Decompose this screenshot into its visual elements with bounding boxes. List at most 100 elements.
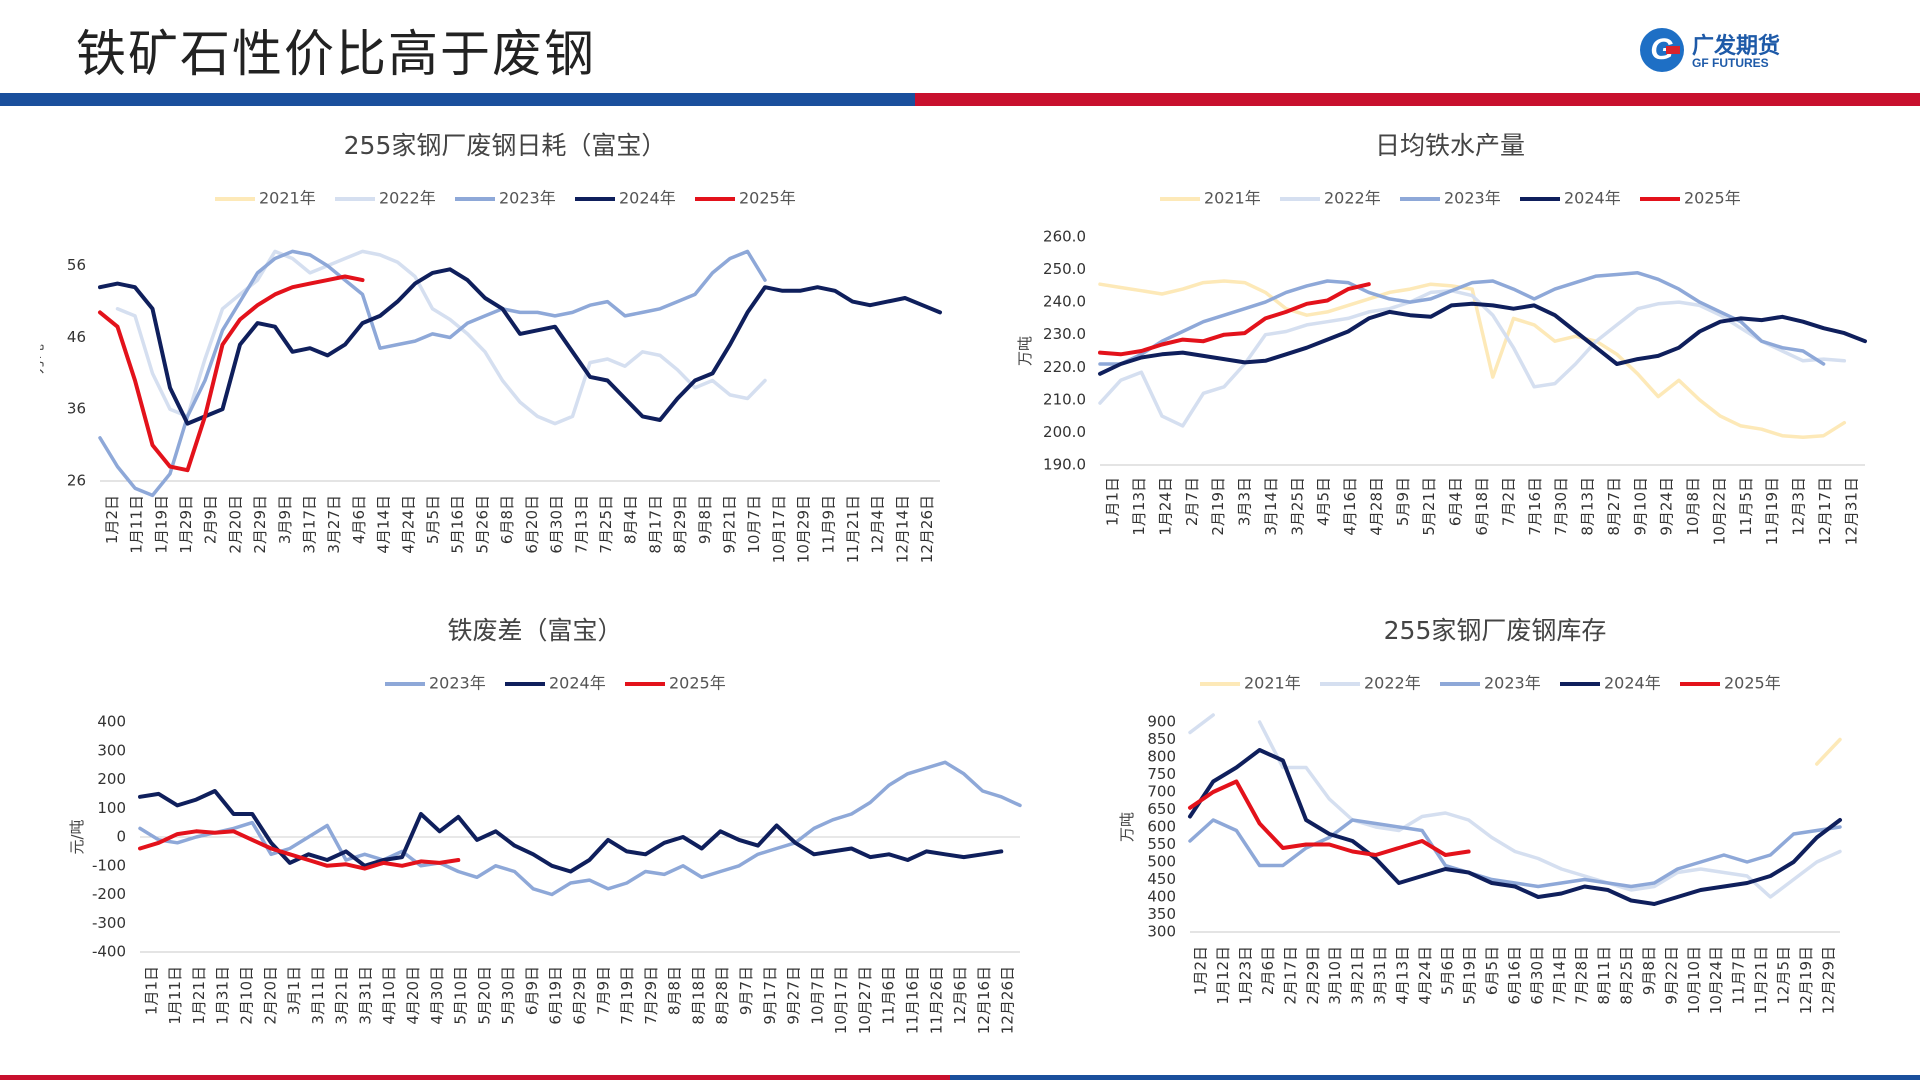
legend-item: 2022年 — [335, 189, 436, 208]
y-tick-label: 400 — [97, 713, 126, 731]
x-tick-label: 8月13日 — [1579, 477, 1597, 536]
x-tick-label: 7月30日 — [1552, 477, 1570, 536]
series-line — [138, 789, 1004, 874]
x-tick-label: 12月26日 — [999, 966, 1017, 1034]
legend-item: 2023年 — [455, 189, 556, 208]
y-tick-label: 100 — [97, 799, 126, 817]
x-tick-label: 12月26日 — [918, 495, 936, 563]
x-tick-label: 5月30日 — [499, 966, 517, 1025]
x-tick-label: 7月13日 — [572, 495, 590, 554]
y-tick-label: 650 — [1147, 800, 1176, 818]
x-tick-label: 3月14日 — [1262, 477, 1280, 536]
x-tick-label: 6月16日 — [1506, 946, 1524, 1005]
x-tick-label: 10月10日 — [1685, 946, 1703, 1014]
x-tick-label: 5月26日 — [473, 495, 491, 554]
y-tick-label: 450 — [1147, 870, 1176, 888]
x-tick-label: 5月6日 — [1438, 946, 1456, 995]
x-tick-label: 6月9日 — [523, 966, 541, 1015]
x-tick-label: 1月31日 — [214, 966, 232, 1025]
page-title: 铁矿石性价比高于废钢 — [76, 25, 596, 83]
x-tick-label: 5月16日 — [449, 495, 467, 554]
x-tick-label: 12月5日 — [1774, 946, 1792, 1005]
x-tick-label: 4月13日 — [1393, 946, 1411, 1005]
x-tick-label: 7月16日 — [1526, 477, 1544, 536]
x-tick-label: 3月31日 — [1371, 946, 1389, 1005]
x-tick-label: 3月1日 — [285, 966, 303, 1015]
legend-label: 2023年 — [429, 674, 486, 693]
x-tick-label: 11月21日 — [844, 495, 862, 563]
legend-item: 2024年 — [505, 674, 606, 693]
x-tick-label: 9月8日 — [1640, 946, 1658, 995]
x-tick-label: 1月1日 — [1104, 477, 1122, 526]
chart-svg: 日均铁水产量 2021年 2022年 2023年 2024年 2025年 190.0 200.… — [1016, 131, 1867, 545]
x-tick-label: 1月11日 — [128, 495, 146, 554]
x-tick-label: 12月4日 — [869, 495, 887, 554]
y-tick-label: -200 — [92, 885, 126, 903]
series-line — [138, 829, 461, 871]
x-tick-label: 10月27日 — [856, 966, 874, 1034]
scrap-inventory-chart: 255家钢厂废钢库存 2021年 2022年 2023年 2024年 2025年 300 35… — [1100, 610, 1890, 1050]
legend-item: 2022年 — [1280, 189, 1381, 208]
y-tick-label: 0 — [116, 828, 126, 846]
series-line — [98, 274, 365, 473]
legend-label: 2024年 — [1564, 189, 1621, 208]
chart-title: 255家钢厂废钢库存 — [1384, 616, 1607, 645]
series-line — [1188, 748, 1842, 906]
y-tick-label: 250.0 — [1043, 260, 1086, 278]
x-tick-label: 8月18日 — [689, 966, 707, 1025]
x-tick-label: 1月12日 — [1214, 946, 1232, 1005]
x-tick-label: 8月11日 — [1595, 946, 1613, 1005]
y-tick-label: 600 — [1147, 818, 1176, 836]
top-band-blue — [0, 93, 915, 106]
scrap-daily-consumption-chart: 255家钢厂废钢日耗（富宝） 2021年 2022年 2023年 2024年 2025年 2… — [40, 125, 970, 565]
x-tick-label: 10月7日 — [808, 966, 826, 1025]
x-tick-label: 3月21日 — [1349, 946, 1367, 1005]
x-tick-label: 10月17日 — [832, 966, 850, 1034]
series-line — [1098, 271, 1826, 366]
x-tick-label: 1月23日 — [1237, 946, 1255, 1005]
x-tick-label: 8月4日 — [622, 495, 640, 544]
series-line — [98, 249, 767, 498]
y-tick-label: 230.0 — [1043, 325, 1086, 343]
series-line — [1098, 301, 1867, 376]
x-tick-label: 4月28日 — [1367, 477, 1385, 536]
legend-label: 2025年 — [1684, 189, 1741, 208]
x-tick-label: 5月21日 — [1420, 477, 1438, 536]
y-tick-label: 220.0 — [1043, 358, 1086, 376]
y-tick-label: 350 — [1147, 905, 1176, 923]
y-tick-label: 500 — [1147, 853, 1176, 871]
x-tick-label: 1月21日 — [190, 966, 208, 1025]
logo-text-en: GF FUTURES — [1692, 56, 1769, 70]
legend-label: 2024年 — [1604, 674, 1661, 693]
y-tick-label: 260.0 — [1043, 228, 1086, 246]
series-line — [1188, 818, 1842, 889]
x-tick-label: 7月19日 — [618, 966, 636, 1025]
legend-label: 2025年 — [1724, 674, 1781, 693]
x-tick-label: 6月30日 — [548, 495, 566, 554]
x-tick-label: 10月7日 — [745, 495, 763, 554]
legend-item: 2025年 — [625, 674, 726, 693]
x-tick-label: 12月31日 — [1842, 477, 1860, 545]
x-tick-label: 3月25日 — [1288, 477, 1306, 536]
y-tick-label: -300 — [92, 914, 126, 932]
y-tick-label: 800 — [1147, 748, 1176, 766]
y-axis-label: 元/吨 — [68, 819, 86, 854]
x-tick-label: 3月9日 — [276, 495, 294, 544]
x-tick-label: 4月20日 — [404, 966, 422, 1025]
x-tick-label: 1月2日 — [1192, 946, 1210, 995]
y-tick-label: 750 — [1147, 765, 1176, 783]
legend-label: 2022年 — [379, 189, 436, 208]
x-tick-label: 7月29日 — [642, 966, 660, 1025]
legend-item: 2023年 — [1400, 189, 1501, 208]
y-axis-label: 万吨 — [1016, 336, 1034, 366]
legend-item: 2025年 — [1640, 189, 1741, 208]
x-tick-label: 11月6日 — [880, 966, 898, 1025]
x-tick-label: 2月20日 — [226, 495, 244, 554]
series-line — [138, 760, 1022, 897]
x-tick-label: 4月24日 — [1416, 946, 1434, 1005]
x-tick-label: 11月7日 — [1730, 946, 1748, 1005]
legend-label: 2025年 — [669, 674, 726, 693]
series-line — [1188, 713, 1842, 899]
y-tick-label: 200.0 — [1043, 423, 1086, 441]
x-tick-label: 6月30日 — [1528, 946, 1546, 1005]
